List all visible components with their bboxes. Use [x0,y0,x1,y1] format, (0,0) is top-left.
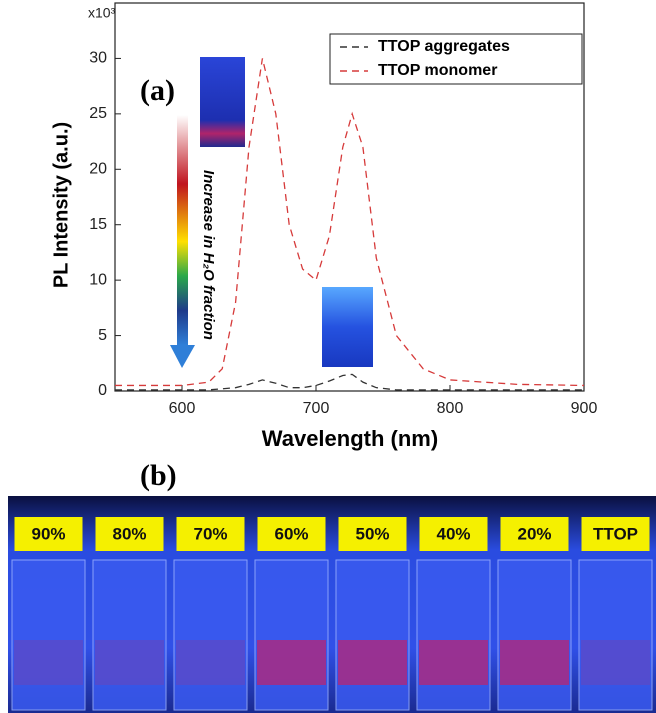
vial-liquid [176,640,245,685]
legend-label: TTOP aggregates [378,38,510,55]
label-box [95,517,164,551]
label-box [581,517,650,551]
label-box [500,517,569,551]
vial-liquid [338,640,407,685]
vial [254,559,329,711]
y-tick-label: 5 [98,327,107,344]
vial-liquid [500,640,569,685]
vial [578,559,653,711]
y-axis-label: PL Intensity (a.u.) [50,122,72,288]
multiplier: x10³ [88,5,116,21]
vial-liquid [581,640,650,685]
vial-label: 40% [436,524,470,543]
arrow-head [170,345,195,368]
vial-label: 90% [31,524,65,543]
panel-label: (a) [140,74,175,107]
label-box [14,517,83,551]
vial-label: 20% [517,524,551,543]
vial [92,559,167,711]
series-line [115,373,584,391]
y-tick-label: 30 [89,50,107,67]
x-tick-label: 800 [437,400,464,417]
legend-label: TTOP monomer [378,62,497,79]
label-box [419,517,488,551]
legend-box [329,33,583,85]
vial-label: 60% [274,524,308,543]
gradient-arrow [177,115,188,345]
label-box [338,517,407,551]
vial-liquid [257,640,326,685]
vial-label: 50% [355,524,389,543]
vial [11,559,86,711]
y-tick-label: 0 [98,382,107,399]
panel-label: (b) [140,459,177,492]
y-tick-label: 20 [89,161,107,178]
plot-frame [114,2,585,392]
vial [173,559,248,711]
vial [497,559,572,711]
vial [335,559,410,711]
label-box [176,517,245,551]
label-box [257,517,326,551]
vial-liquid [419,640,488,685]
y-tick-label: 25 [89,105,107,122]
y-tick-label: 15 [89,216,107,233]
x-tick-label: 900 [571,400,598,417]
vial-liquid [95,640,164,685]
vial-liquid [14,640,83,685]
x-tick-label: 600 [169,400,196,417]
inset-photo [200,57,245,147]
annotation: Increase in H₂O fraction [200,170,217,340]
vial-label: 70% [193,524,227,543]
x-axis-label: Wavelength (nm) [262,426,438,451]
series-line [115,58,585,387]
y-tick-label: 10 [89,271,107,288]
vial-label: TTOP [593,524,638,543]
inset-photo [322,287,373,367]
vial [416,559,491,711]
vial-label: 80% [112,524,146,543]
x-tick-label: 700 [303,400,330,417]
